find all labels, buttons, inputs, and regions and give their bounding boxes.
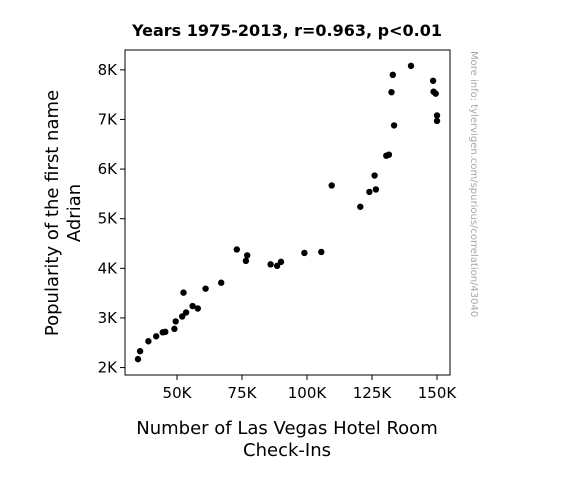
data-point <box>244 252 251 259</box>
x-tick-label: 100K <box>288 384 328 402</box>
data-point <box>372 186 380 193</box>
data-point <box>180 289 187 296</box>
data-point <box>432 90 439 97</box>
y-tick-label: 2K <box>98 359 119 377</box>
data-point <box>162 328 169 336</box>
data-point <box>189 302 196 310</box>
data-point <box>389 71 396 79</box>
data-point <box>194 305 201 312</box>
data-point <box>366 188 373 196</box>
data-point <box>385 151 393 158</box>
data-point <box>433 112 441 119</box>
y-tick-label: 7K <box>98 110 119 128</box>
data-point <box>429 77 437 84</box>
x-axis-label-line-2: Check-Ins <box>243 440 331 461</box>
x-tick-label: 50K <box>163 384 193 402</box>
data-point <box>153 333 160 340</box>
data-point <box>318 248 325 256</box>
data-point <box>242 257 250 265</box>
y-tick-label: 8K <box>98 61 119 79</box>
data-point <box>233 246 240 253</box>
data-point <box>407 62 415 70</box>
plot-frame <box>124 49 451 376</box>
data-point <box>202 285 209 292</box>
x-tick-label: 75K <box>228 384 258 402</box>
y-axis-label: Popularity of the first name Adrian <box>42 90 85 336</box>
data-point <box>390 122 398 129</box>
y-tick-label: 5K <box>98 210 119 228</box>
data-point <box>218 279 225 286</box>
y-tick-label: 4K <box>98 259 119 277</box>
y-tick-label: 3K <box>98 309 119 327</box>
y-axis-label-line-1: Popularity of the first name <box>42 90 63 336</box>
data-point <box>277 258 285 266</box>
data-point <box>388 88 395 96</box>
y-axis-ticks: 2K 3K 4K 5K 6K 7K 8K <box>98 61 125 377</box>
x-tick-label: 150K <box>418 384 458 402</box>
chart-title: Years 1975-2013, r=0.963, p<0.01 <box>131 21 442 40</box>
y-axis-label-line-2: Adrian <box>64 184 85 242</box>
data-points <box>134 62 441 363</box>
data-point <box>267 261 274 268</box>
x-tick-label: 125K <box>353 384 393 402</box>
data-point <box>371 172 378 179</box>
data-point <box>357 203 364 210</box>
data-point <box>433 117 441 125</box>
x-axis-label: Number of Las Vegas Hotel Room Check-Ins <box>136 418 437 461</box>
data-point <box>171 325 178 333</box>
watermark-text: More info: tylervigen.com/spurious/corre… <box>468 51 479 317</box>
y-tick-label: 6K <box>98 160 119 178</box>
x-axis-label-line-1: Number of Las Vegas Hotel Room <box>136 418 437 439</box>
data-point <box>179 313 186 320</box>
data-point <box>328 182 335 189</box>
data-point <box>172 318 179 325</box>
x-axis-ticks: 50K 75K 100K 125K 150K <box>163 375 458 402</box>
data-point <box>136 347 144 355</box>
data-point <box>182 309 190 316</box>
data-point <box>145 338 152 345</box>
data-point <box>273 262 281 270</box>
data-point <box>134 355 142 363</box>
data-point <box>301 249 308 257</box>
